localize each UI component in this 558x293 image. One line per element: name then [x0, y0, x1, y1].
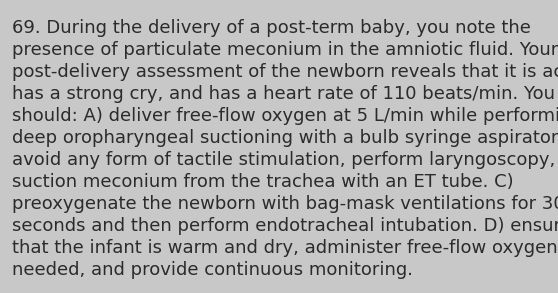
Text: that the infant is warm and dry, administer free-flow oxygen if: that the infant is warm and dry, adminis…: [12, 239, 558, 257]
Text: avoid any form of tactile stimulation, perform laryngoscopy, and: avoid any form of tactile stimulation, p…: [12, 151, 558, 169]
Text: deep oropharyngeal suctioning with a bulb syringe aspirator. B): deep oropharyngeal suctioning with a bul…: [12, 129, 558, 147]
Text: post-delivery assessment of the newborn reveals that it is active,: post-delivery assessment of the newborn …: [12, 63, 558, 81]
Text: needed, and provide continuous monitoring.: needed, and provide continuous monitorin…: [12, 261, 413, 279]
Text: 69. During the delivery of a post-term baby, you note the: 69. During the delivery of a post-term b…: [12, 19, 531, 37]
Text: should: A) deliver free-flow oxygen at 5 L/min while performing: should: A) deliver free-flow oxygen at 5…: [12, 107, 558, 125]
Text: has a strong cry, and has a heart rate of 110 beats/min. You: has a strong cry, and has a heart rate o…: [12, 85, 555, 103]
Text: suction meconium from the trachea with an ET tube. C): suction meconium from the trachea with a…: [12, 173, 514, 191]
Text: preoxygenate the newborn with bag-mask ventilations for 30: preoxygenate the newborn with bag-mask v…: [12, 195, 558, 213]
Text: seconds and then perform endotracheal intubation. D) ensure: seconds and then perform endotracheal in…: [12, 217, 558, 235]
Text: presence of particulate meconium in the amniotic fluid. Your: presence of particulate meconium in the …: [12, 41, 558, 59]
